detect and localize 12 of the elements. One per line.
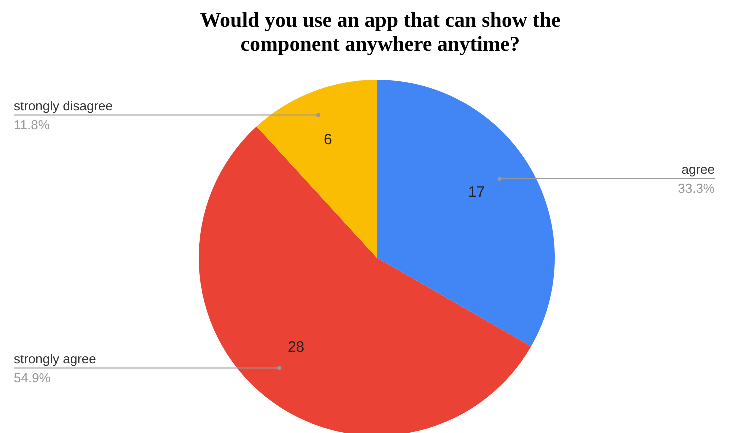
data-label: 11.8% — [14, 117, 50, 132]
slice-label: strongly disagree — [14, 98, 113, 114]
chart-title: Would you use an app that can show the component anywhere anytime? — [199, 8, 562, 56]
slice-label: agree — [682, 162, 715, 177]
text: 28 — [288, 338, 305, 356]
pie-slice — [256, 80, 377, 258]
data-label: 54.9% — [14, 370, 52, 386]
text: 17 — [468, 184, 486, 201]
slice-label: strongly agree — [14, 351, 96, 366]
text: 6 — [324, 132, 332, 149]
pie-slice — [377, 80, 555, 347]
data-label: 33.3% — [678, 180, 716, 196]
